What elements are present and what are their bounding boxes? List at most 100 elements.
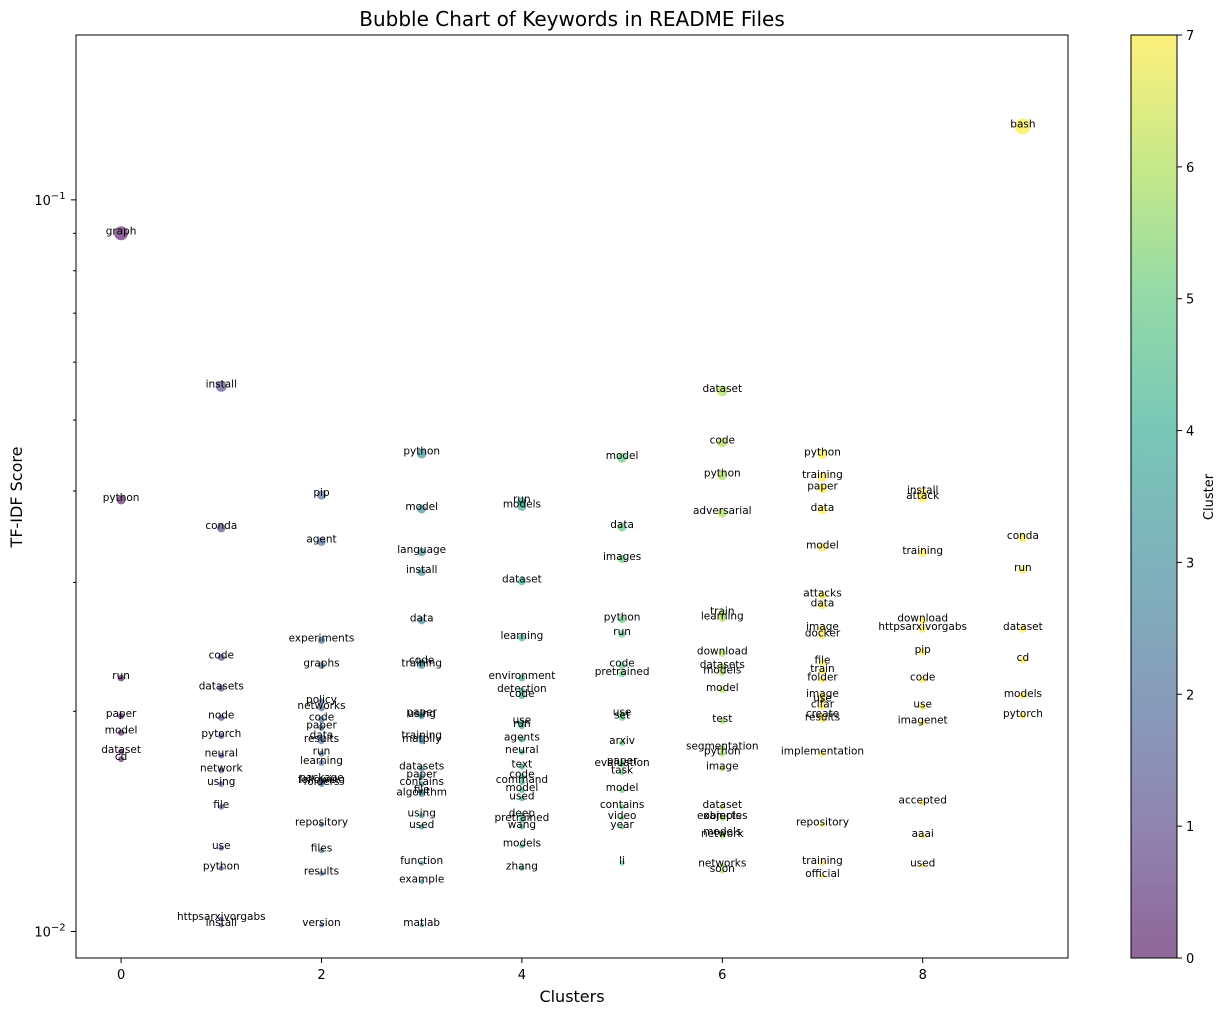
bubble-point <box>619 761 626 768</box>
keyword-label: arxiv <box>609 735 635 747</box>
bubble-point <box>218 767 225 774</box>
bubble-point <box>218 922 224 928</box>
keyword-label: text <box>512 759 533 771</box>
bubble-point <box>718 686 726 694</box>
keyword-label: attacks <box>803 587 841 599</box>
keyword-label: httpsarxivorgabs <box>878 621 967 633</box>
keyword-label: python <box>704 468 741 480</box>
bubble-point <box>418 712 425 720</box>
bubble-point <box>318 759 325 766</box>
keyword-label: download <box>897 613 948 625</box>
keyword-label: repository <box>295 817 348 829</box>
bubble-point <box>419 860 425 866</box>
keyword-label: using <box>408 708 436 720</box>
keyword-label: datasets <box>700 659 745 671</box>
keyword-label: train <box>710 606 734 618</box>
keyword-label: neural <box>205 748 238 760</box>
bubble-point <box>919 676 927 683</box>
bubble-point <box>819 873 826 879</box>
keyword-label: accepted <box>899 795 947 807</box>
bubble-point <box>518 763 525 770</box>
keyword-label: wang <box>508 819 536 831</box>
bubble-point <box>117 729 125 736</box>
keyword-label: data <box>410 613 434 625</box>
bubble-point <box>218 804 225 810</box>
bubble-point <box>719 745 726 752</box>
bubble-point <box>617 522 627 532</box>
bubble-point <box>717 437 728 448</box>
bubble-point <box>718 663 726 671</box>
bubble-point <box>619 787 625 794</box>
bubble-point <box>218 752 225 759</box>
bubble-point <box>518 722 526 730</box>
keyword-label: paper <box>406 768 437 780</box>
bubble-point <box>1018 533 1028 543</box>
keyword-label: images <box>603 551 641 563</box>
keyword-label: agents <box>504 731 540 743</box>
bubble-point <box>919 799 926 806</box>
bubble-point <box>418 781 425 788</box>
keyword-label: pretrained <box>595 666 650 678</box>
bubble-point <box>218 865 224 871</box>
keyword-label: cifar <box>811 699 835 711</box>
bubble-point <box>316 490 327 500</box>
bubble-point <box>619 739 626 747</box>
bubble-point <box>317 636 326 644</box>
keyword-label: dataset <box>1003 621 1043 633</box>
bubble-point <box>819 750 826 757</box>
bubble-point <box>519 865 525 871</box>
keyword-label: code <box>509 688 534 700</box>
bubble-point <box>519 817 525 823</box>
keyword-label: algorithm <box>396 786 447 798</box>
keyword-label: paper <box>607 755 638 767</box>
keyword-label: data <box>811 502 835 514</box>
keyword-label: httpsarxivorgabs <box>177 911 266 923</box>
bubble-point <box>218 732 225 740</box>
keyword-label: file <box>414 784 430 796</box>
keyword-label: code <box>209 649 234 661</box>
keyword-label: official <box>805 868 840 880</box>
bubble-point <box>618 630 626 638</box>
bubble-point <box>218 714 225 721</box>
bubble-point <box>416 448 427 459</box>
bubble-point <box>817 484 828 494</box>
bubble-point <box>619 824 625 830</box>
bubble-point <box>619 804 625 810</box>
bubble-point <box>719 815 726 821</box>
colorbar-gradient <box>1131 35 1177 958</box>
bubble-point <box>819 860 826 866</box>
keyword-label: paper <box>807 481 838 493</box>
keyword-label: use <box>613 706 632 718</box>
keyword-label: python <box>103 492 140 504</box>
keyword-label: file <box>815 655 831 667</box>
keyword-label: folders <box>304 776 340 788</box>
keyword-label: run <box>513 718 531 730</box>
x-tick-label: 4 <box>518 968 526 983</box>
keyword-label: using <box>408 808 436 820</box>
keyword-label: graph <box>106 225 137 237</box>
x-axis-label: Clusters <box>539 987 604 1006</box>
colorbar-tick-label: 3 <box>1186 556 1194 571</box>
keyword-label: networks <box>297 700 345 712</box>
bubble-point <box>318 871 325 877</box>
keyword-label: training <box>902 545 943 557</box>
keyword-label: segmentation <box>686 740 759 752</box>
keyword-label: cd <box>115 751 127 763</box>
bubble-point <box>319 922 324 928</box>
bubble-point <box>318 724 325 731</box>
keyword-label: code <box>309 711 334 723</box>
colorbar-ticks: 0 1 2 3 4 5 6 7 <box>1177 29 1194 967</box>
bubble-point <box>918 616 927 625</box>
keyword-label: install <box>406 564 437 576</box>
bubble-point <box>719 717 726 725</box>
y-axis-label: TF-IDF Score <box>7 447 26 549</box>
keyword-label: set <box>614 710 630 722</box>
colorbar-label: Cluster <box>1202 473 1217 520</box>
keyword-label: year <box>610 819 634 831</box>
keyword-label: data <box>610 519 634 531</box>
bubble-point <box>819 716 826 723</box>
keyword-label: model <box>606 450 639 462</box>
bubble-point <box>1019 656 1027 664</box>
keyword-label: image <box>806 688 839 700</box>
